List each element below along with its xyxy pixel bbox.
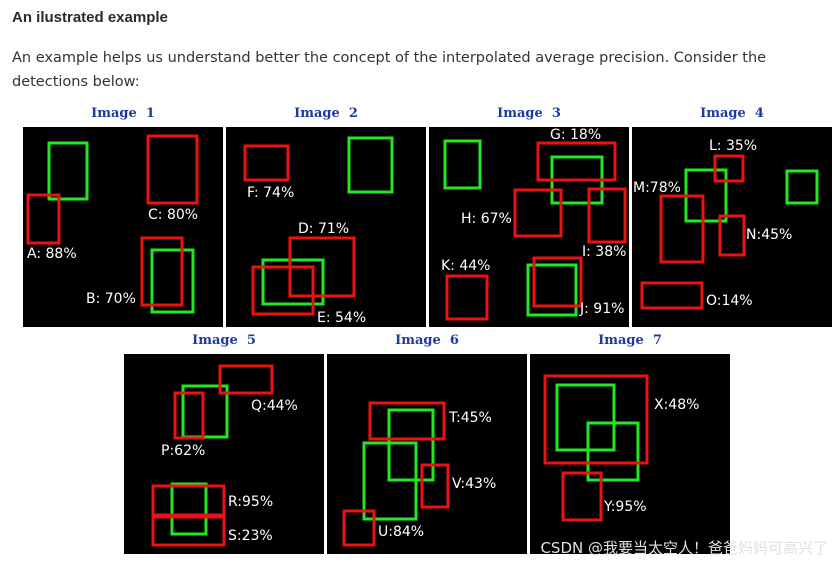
ground-truth-box: [261, 258, 325, 306]
detection-label: O:14%: [706, 293, 753, 309]
detection-image: L: 35% M:78% N:45% O:14%: [632, 127, 832, 327]
detection-label: C: 80%: [148, 207, 198, 223]
ground-truth-box: [555, 383, 616, 452]
section-heading: An ilustrated example: [12, 9, 168, 26]
image-panel-2: Image 2 F: 74% D: 71% E: 54%: [226, 106, 426, 327]
detection-label: Y:95%: [603, 499, 647, 515]
detection-label: G: 18%: [550, 127, 601, 143]
detection-label: H: 67%: [461, 211, 512, 227]
detection-label: M:78%: [633, 180, 681, 196]
panel-title: Image 5: [192, 333, 256, 348]
detection-label: T:45%: [448, 410, 492, 426]
detection-box: [173, 391, 205, 440]
detection-box: [587, 187, 627, 244]
detection-box: [543, 374, 649, 465]
detection-box: [659, 194, 705, 264]
detection-image: A: 88% B: 70% C: 80%: [23, 127, 223, 327]
panel-title: Image 3: [497, 106, 561, 121]
detection-box: [713, 154, 745, 183]
ground-truth-box: [347, 136, 394, 194]
detection-label: J: 91%: [579, 301, 624, 317]
detection-box: [536, 141, 617, 182]
detection-box: [561, 471, 603, 522]
detection-box: [140, 236, 184, 307]
ground-truth-box: [586, 421, 640, 482]
detection-label: P:62%: [161, 443, 205, 459]
detection-image: X:48% Y:95%: [530, 354, 730, 554]
detection-label: B: 70%: [86, 291, 136, 307]
detection-box: [513, 188, 563, 238]
ground-truth-box: [362, 441, 418, 521]
detection-label: N:45%: [746, 227, 792, 243]
detection-label: I: 38%: [582, 244, 626, 260]
detection-box: [218, 364, 274, 395]
detection-label: U:84%: [378, 524, 424, 540]
detection-label: F: 74%: [247, 185, 294, 201]
panel-title: Image 6: [395, 333, 459, 348]
detection-label: L: 35%: [709, 138, 757, 154]
detection-box: [243, 144, 290, 182]
image-panel-7: Image 7 X:48% Y:95%: [530, 333, 730, 554]
image-panel-1: Image 1 A: 88% B: 70% C: 80%: [23, 106, 223, 327]
ground-truth-box: [150, 248, 195, 314]
detection-box: [151, 484, 226, 517]
detection-box: [251, 265, 315, 316]
ground-truth-box: [443, 139, 482, 190]
detection-box: [342, 509, 376, 547]
intro-paragraph: An example helps us understand better th…: [12, 50, 767, 90]
detection-box: [640, 281, 704, 310]
detection-label: A: 88%: [27, 246, 77, 262]
panel-title: Image 2: [294, 106, 358, 121]
ground-truth-box: [785, 169, 819, 205]
ground-truth-box: [387, 408, 435, 482]
detection-box: [26, 193, 61, 245]
ground-truth-box: [181, 384, 229, 439]
panel-title: Image 1: [91, 106, 155, 121]
detection-box: [420, 463, 450, 509]
detection-image: G: 18% H: 67% I: 38% K: 44% J: 91%: [429, 127, 629, 327]
image-panel-3: Image 3 G: 18% H: 67% I: 38% K: 44% J: 9…: [429, 106, 629, 327]
ground-truth-box: [526, 263, 578, 317]
detection-label: Q:44%: [251, 398, 298, 414]
watermark: CSDN @我要当太空人！爸爸妈妈可高兴了: [540, 539, 828, 557]
ground-truth-box: [170, 482, 208, 536]
panel-title: Image 4: [700, 106, 764, 121]
detection-label: X:48%: [654, 397, 699, 413]
image-panel-6: Image 6 T:45% V:43% U:84%: [327, 333, 527, 554]
detection-box: [445, 274, 489, 321]
panel-title: Image 7: [598, 333, 662, 348]
detection-box: [151, 515, 226, 547]
detection-label: K: 44%: [441, 258, 490, 274]
image-panel-5: Image 5 Q:44% P:62% R:95% S:23%: [124, 333, 324, 554]
detection-label: V:43%: [452, 476, 496, 492]
detection-label: E: 54%: [317, 310, 366, 326]
detection-label: R:95%: [228, 494, 273, 510]
detection-label: D: 71%: [298, 221, 349, 237]
ground-truth-box: [47, 141, 89, 201]
image-panel-4: Image 4 L: 35% M:78% N:45% O:14%: [632, 106, 832, 327]
detection-label: S:23%: [228, 528, 273, 544]
detection-box: [146, 134, 199, 205]
detection-image: T:45% V:43% U:84%: [327, 354, 527, 554]
detection-box: [532, 256, 583, 308]
detection-image: Q:44% P:62% R:95% S:23%: [124, 354, 324, 554]
detection-box: [368, 401, 446, 441]
detection-box: [718, 214, 746, 257]
detection-image: F: 74% D: 71% E: 54%: [226, 127, 426, 327]
